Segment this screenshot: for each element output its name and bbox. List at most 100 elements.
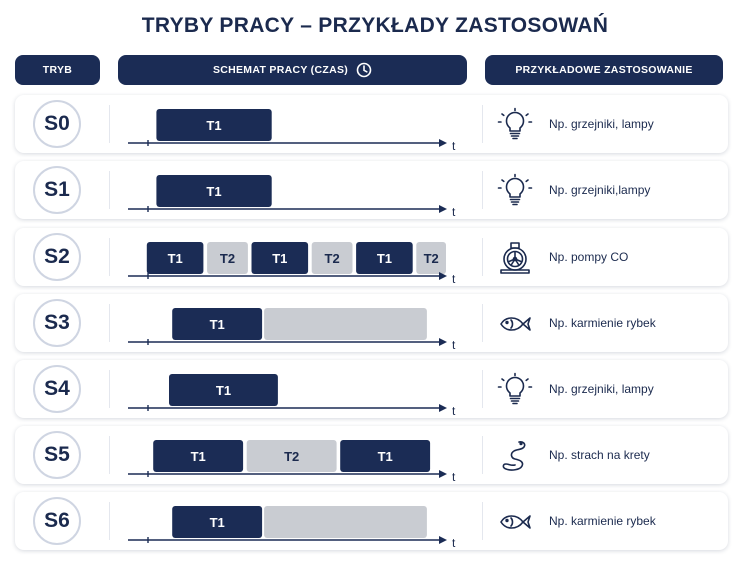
column-divider (482, 370, 483, 408)
column-divider (109, 436, 110, 474)
timeline: T1 t (128, 308, 456, 352)
axis-label-t: t (452, 536, 456, 550)
segment-off (264, 308, 427, 340)
segment-off (246, 440, 337, 472)
column-divider (109, 502, 110, 540)
header-schedule: SCHEMAT PRACY (CZAS) (118, 55, 467, 85)
segment-label: T2 (424, 251, 439, 266)
timeline: T1 T2 T1 T2 T1 T2 t (128, 242, 456, 286)
column-divider (482, 502, 483, 540)
mode-row-s6: S6 T1 t Np. karmienie rybek (15, 492, 728, 550)
segment-label: T1 (168, 251, 183, 266)
mode-row-s0: S0 T1 t Np. grzejniki, lampy (15, 95, 728, 153)
axis-arrow (439, 404, 447, 412)
segment-label: T2 (220, 251, 235, 266)
mode-row-s3: S3 T1 t Np. karmienie rybek (15, 294, 728, 352)
segment-on (172, 308, 263, 340)
segment-off (207, 242, 248, 274)
header-application: PRZYKŁADOWE ZASTOSOWANIE (485, 55, 723, 85)
column-divider (482, 238, 483, 276)
application-text: Np. strach na krety (549, 448, 650, 462)
column-divider (109, 238, 110, 276)
segment-on (172, 506, 263, 538)
application-text: Np. grzejniki, lampy (549, 382, 654, 396)
segment-off (264, 506, 427, 538)
fish-icon (500, 515, 531, 529)
timeline: T1 t (128, 506, 456, 550)
segment-on (251, 242, 309, 274)
segment-on (156, 175, 272, 207)
mode-badge: S1 (33, 166, 81, 214)
segment-label: T1 (210, 317, 225, 332)
fish-icon (500, 317, 531, 331)
lightbulb-icon (497, 173, 533, 206)
page-title: TRYBY PRACY – PRZYKŁADY ZASTOSOWAŃ (141, 14, 609, 37)
application-text: Np. karmienie rybek (549, 514, 656, 528)
column-divider (109, 304, 110, 342)
segment-label: T1 (377, 251, 392, 266)
segment-label: T1 (272, 251, 287, 266)
axis-label-t: t (452, 338, 456, 352)
segment-on (356, 242, 413, 274)
axis-label-t: t (452, 139, 456, 153)
application-text: Np. karmienie rybek (549, 316, 656, 330)
column-divider (482, 105, 483, 143)
segment-label: T1 (216, 383, 231, 398)
segment-on (146, 242, 204, 274)
axis-label-t: t (452, 272, 456, 286)
segment-label: T2 (325, 251, 340, 266)
mode-badge: S0 (33, 100, 81, 148)
mode-row-s5: S5 T1 T2 T1 t Np. strach na krety (15, 426, 728, 484)
segment-label: T1 (210, 515, 225, 530)
axis-label-t: t (452, 470, 456, 484)
timeline: T1 t (128, 175, 456, 219)
timeline: T1 T2 T1 t (128, 440, 456, 484)
column-divider (482, 304, 483, 342)
segment-on (340, 440, 431, 472)
header-schedule-label: SCHEMAT PRACY (CZAS) (212, 64, 349, 76)
segment-label: T1 (206, 184, 221, 199)
column-divider (482, 171, 483, 209)
axis-label-t: t (452, 404, 456, 418)
segment-label: T1 (206, 118, 221, 133)
segment-on (153, 440, 244, 472)
application-text: Np. pompy CO (549, 250, 629, 264)
segment-on (169, 374, 278, 406)
clock-icon (356, 62, 372, 78)
segment-on (156, 109, 272, 141)
mode-row-s4: S4 T1 t Np. grzejniki, lampy (15, 360, 728, 418)
column-divider (109, 105, 110, 143)
column-divider (109, 171, 110, 209)
axis-arrow (439, 470, 447, 478)
mode-badge: S6 (33, 497, 81, 545)
mode-badge: S2 (33, 233, 81, 281)
mode-badge: S3 (33, 299, 81, 347)
segment-label: T1 (191, 449, 206, 464)
segment-off (416, 242, 446, 274)
pump-icon (500, 242, 530, 274)
application-text: Np. grzejniki,lampy (549, 183, 651, 197)
snake-icon (502, 441, 526, 471)
segment-off (311, 242, 353, 274)
header-application-label: PRZYKŁADOWE ZASTOSOWANIE (515, 64, 693, 76)
axis-arrow (439, 272, 447, 280)
axis-arrow (439, 536, 447, 544)
segment-label: T1 (378, 449, 393, 464)
axis-arrow (439, 338, 447, 346)
segment-label: T2 (284, 449, 299, 464)
axis-arrow (439, 205, 447, 213)
application-text: Np. grzejniki, lampy (549, 117, 654, 131)
column-divider (109, 370, 110, 408)
column-divider (482, 436, 483, 474)
lightbulb-icon (497, 107, 533, 140)
timeline: T1 t (128, 374, 456, 418)
mode-badge: S5 (33, 431, 81, 479)
lightbulb-icon (497, 372, 533, 405)
axis-arrow (439, 139, 447, 147)
header-mode-label: TRYB (42, 64, 73, 76)
mode-row-s2: S2 T1 T2 T1 T2 T1 T2 t Np. pompy CO (15, 228, 728, 286)
timeline: T1 t (128, 109, 456, 153)
header-mode: TRYB (15, 55, 100, 85)
mode-row-s1: S1 T1 t Np. grzejniki,lampy (15, 161, 728, 219)
mode-badge: S4 (33, 365, 81, 413)
